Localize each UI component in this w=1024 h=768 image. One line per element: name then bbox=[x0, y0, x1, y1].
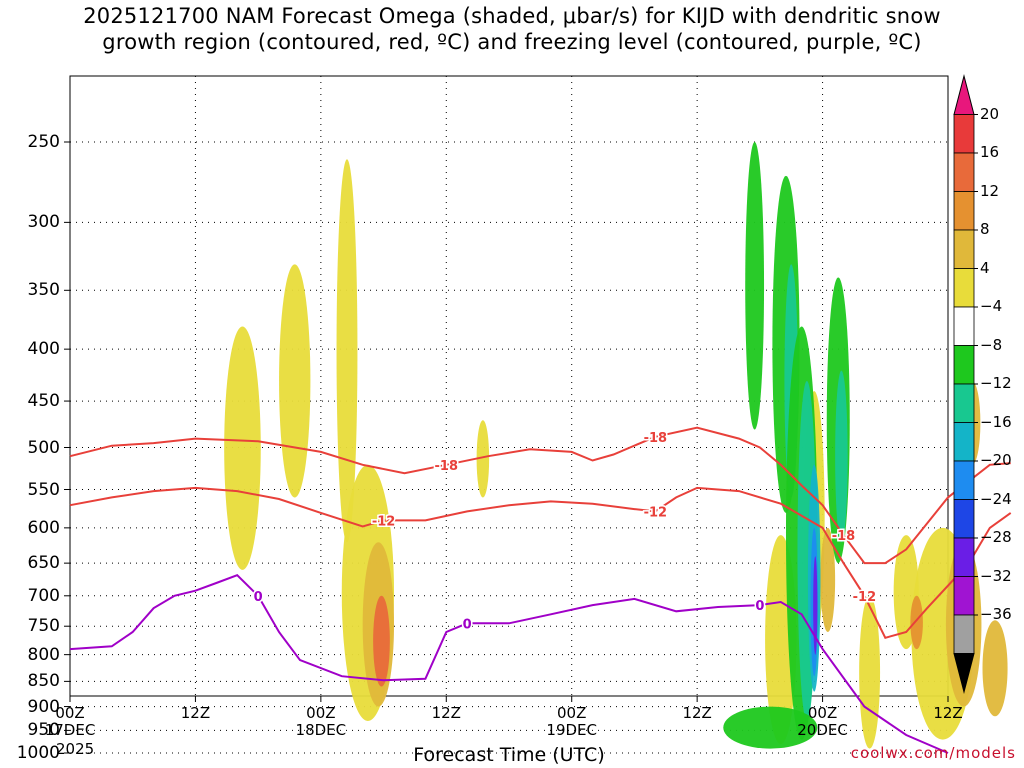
colorbar-bin-6 bbox=[953, 306, 975, 346]
colorbar-label: −36 bbox=[980, 605, 1012, 623]
x-tick-date-label: 19DEC bbox=[546, 721, 597, 739]
omega-shading-13 bbox=[982, 620, 1008, 717]
y-tick-label: 500 bbox=[27, 437, 60, 458]
x-tick-label: 00Z bbox=[306, 704, 336, 722]
colorbar-bin-10 bbox=[953, 460, 975, 500]
colorbar-label: −4 bbox=[980, 297, 1003, 315]
omega-shading-2 bbox=[336, 159, 358, 543]
colorbar-label: −20 bbox=[980, 451, 1012, 469]
colorbar-bin-11 bbox=[953, 499, 975, 539]
colorbar-bin-12 bbox=[953, 537, 975, 577]
colorbar-bin-13 bbox=[953, 576, 975, 616]
x-tick-label: 00Z bbox=[807, 704, 838, 722]
colorbar-bottom-arrow bbox=[953, 653, 975, 694]
omega-upward-9 bbox=[835, 370, 848, 543]
omega-upward-10 bbox=[723, 706, 818, 749]
colorbar-label: −24 bbox=[980, 489, 1012, 508]
y-tick-label: 250 bbox=[27, 132, 60, 152]
contour-label-0-1: -18 bbox=[644, 431, 668, 446]
y-tick-label: 600 bbox=[27, 517, 60, 538]
x-tick-date-label: 20DEC bbox=[797, 721, 848, 739]
colorbar-label: −16 bbox=[980, 412, 1012, 431]
contour-label-2-1: 0 bbox=[463, 617, 472, 632]
y-tick-label: 800 bbox=[27, 644, 60, 665]
colorbar-bin-4 bbox=[953, 229, 975, 269]
chart-title-line1: 2025121700 NAM Forecast Omega (shaded, μ… bbox=[83, 4, 941, 28]
contour-label-1-2: -12 bbox=[853, 590, 877, 605]
omega-upward-7 bbox=[813, 556, 818, 655]
colorbar-label: 12 bbox=[980, 181, 1000, 200]
y-tick-label: 400 bbox=[27, 339, 60, 360]
colorbar-bin-8 bbox=[953, 383, 975, 423]
omega-shading-1 bbox=[279, 264, 311, 498]
x-tick-label: 00Z bbox=[557, 704, 587, 722]
x-tick-label: 12Z bbox=[180, 704, 211, 722]
omega-shading-9 bbox=[820, 527, 836, 633]
contour-label-0-2: -18 bbox=[832, 529, 856, 544]
colorbar-label: 8 bbox=[980, 220, 990, 238]
credit-link[interactable]: coolwx.com/models bbox=[850, 744, 1016, 762]
omega-upward-0 bbox=[745, 142, 765, 430]
colorbar-label: −32 bbox=[980, 566, 1012, 585]
omega-shading-16 bbox=[859, 595, 881, 749]
y-tick-label: 550 bbox=[27, 479, 60, 500]
colorbar-bin-1 bbox=[953, 114, 975, 154]
y-tick-label: 850 bbox=[27, 671, 60, 692]
y-tick-label: 650 bbox=[27, 553, 60, 574]
colorbar-bin-7 bbox=[953, 345, 975, 385]
omega-shading-6 bbox=[476, 420, 490, 498]
colorbar-bin-3 bbox=[953, 191, 975, 231]
contour-label-1-1: -12 bbox=[644, 505, 668, 520]
chart-title-line2: growth region (contoured, red, ºC) and f… bbox=[102, 30, 922, 54]
x-tick-date-label: 18DEC bbox=[295, 721, 347, 739]
y-tick-label: 350 bbox=[27, 280, 60, 301]
x-tick-label: 12Z bbox=[933, 704, 963, 722]
x-tick-label: 00Z bbox=[55, 704, 85, 722]
colorbar-label: −8 bbox=[980, 335, 1003, 354]
colorbar-top-arrow bbox=[953, 74, 975, 115]
colorbar-label: 20 bbox=[980, 104, 1000, 123]
contour-line-0 bbox=[69, 426, 1011, 565]
contour-label-1-0: -12 bbox=[372, 514, 396, 529]
y-tick-label: 450 bbox=[27, 391, 60, 412]
contour-label-0-0: -18 bbox=[435, 459, 459, 474]
x-tick-label: 12Z bbox=[431, 704, 461, 722]
colorbar-bin-5 bbox=[953, 268, 975, 308]
x-tick-label: 12Z bbox=[682, 704, 712, 722]
y-tick-label: 300 bbox=[27, 212, 60, 233]
y-tick-label: 900 bbox=[27, 696, 60, 717]
year-label: 2025 bbox=[56, 740, 95, 758]
colorbar-bin-14 bbox=[953, 614, 975, 654]
x-axis-title: Forecast Time (UTC) bbox=[413, 744, 605, 766]
y-tick-label: 700 bbox=[27, 585, 60, 606]
colorbar-label: −28 bbox=[980, 528, 1012, 546]
omega-shading-5 bbox=[373, 595, 390, 687]
colorbar-label: −12 bbox=[980, 374, 1012, 392]
y-tick-label: 950 bbox=[27, 720, 60, 741]
y-tick-label: 750 bbox=[27, 616, 60, 637]
x-tick-date-label: 17DEC bbox=[44, 721, 96, 739]
contour-line-2 bbox=[69, 574, 949, 754]
colorbar-bin-2 bbox=[953, 152, 975, 192]
y-tick-label: 1000 bbox=[16, 743, 60, 763]
omega-shading-0 bbox=[224, 326, 261, 570]
contour-line-1 bbox=[69, 486, 1012, 639]
contour-label-2-0: 0 bbox=[254, 590, 263, 605]
colorbar-label: 4 bbox=[980, 258, 990, 277]
colorbar-bin-9 bbox=[953, 422, 975, 462]
contour-label-2-2: 0 bbox=[755, 599, 764, 614]
colorbar-label: 16 bbox=[980, 143, 1000, 161]
omega-shading-15 bbox=[910, 595, 923, 650]
